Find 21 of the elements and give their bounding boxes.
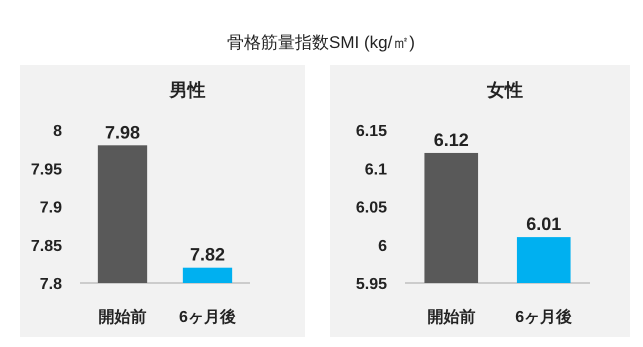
y-tick-label: 6.15: [356, 123, 388, 140]
x-tick-label: 6ヶ月後: [515, 308, 572, 326]
x-tick-label: 6ヶ月後: [179, 308, 236, 326]
data-label: 6.12: [434, 130, 469, 150]
data-label: 7.82: [190, 244, 226, 265]
y-tick-label: 7.85: [30, 238, 62, 255]
chart-title: 女性: [486, 80, 523, 100]
x-tick-label: 開始前: [427, 308, 476, 326]
y-tick-label: 5.95: [356, 276, 388, 293]
data-label: 6.01: [526, 214, 562, 234]
y-tick-label: 6.1: [364, 161, 388, 178]
y-tick-label: 7.95: [30, 161, 62, 178]
y-tick-label: 7.8: [40, 276, 62, 293]
text: 骨格筋量指数SMI (kg/㎡): [227, 33, 415, 52]
x-tick-label: 開始前: [98, 308, 146, 326]
data-label: 7.98: [104, 122, 140, 142]
y-tick-label: 8: [53, 123, 62, 140]
y-tick-label: 7.9: [40, 200, 62, 216]
y-tick-label: 6.05: [356, 200, 388, 216]
y-tick-label: 6: [378, 238, 388, 255]
chart-title: 男性: [168, 80, 206, 100]
